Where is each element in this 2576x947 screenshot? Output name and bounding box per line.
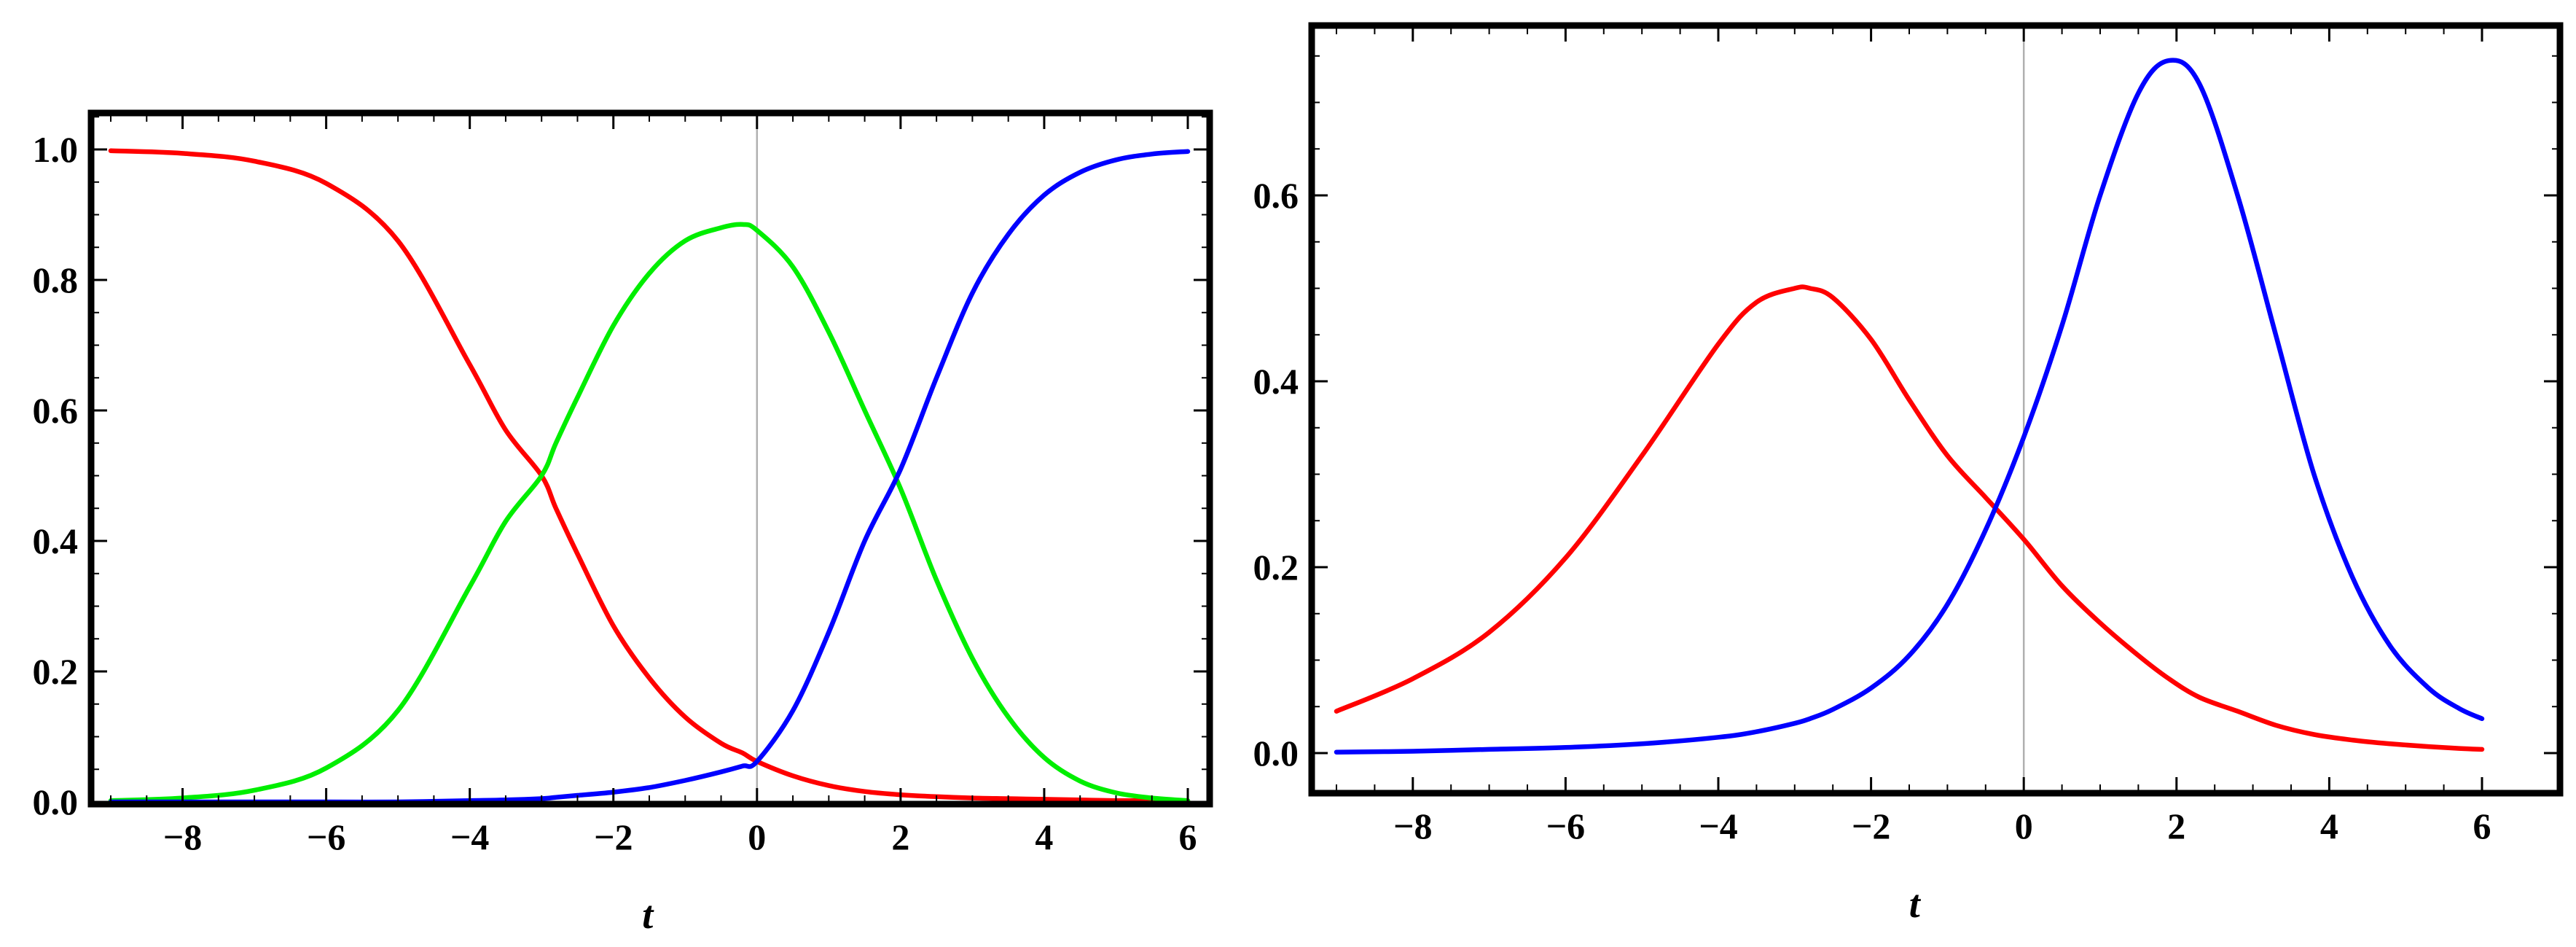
y-tick-label: 0.4 [33,521,79,561]
series-line-1 [108,148,1191,804]
x-tick-label: 4 [2320,806,2338,846]
y-tick-label: 0.2 [33,651,79,692]
x-tick-label: −8 [163,817,203,857]
x-tick-label: −6 [1546,806,1586,846]
x-tick-label: −2 [1852,806,1891,846]
y-tick-label: 1.0 [33,129,79,170]
plot-panel-2: −8 −6 −4 −2 0 2 4 6 0.0 0.2 0.4 0.6 t [1253,22,2564,926]
x-tick-label: 0 [748,817,766,857]
x-tick-label: 2 [2167,806,2185,846]
plot-panel-1: −8 −6 −4 −2 0 2 4 6 0.0 0.2 0.4 0.6 0.8 1.0 t [33,109,1213,937]
y-tick-label: 0.6 [1253,175,1299,216]
y-tick-label: 0.6 [33,390,79,431]
y-tick-label: 0.0 [1253,733,1299,773]
x-tick-label: −6 [307,817,346,857]
x-tick-label: 6 [2473,806,2491,846]
x-axis-title: t [642,893,654,937]
series-line-2 [1334,58,2485,755]
x-tick-label: −8 [1393,806,1433,846]
x-tick-label: 0 [2015,806,2033,846]
x-tick-label: 4 [1035,817,1053,857]
y-tick-label: 0.2 [1253,547,1299,588]
x-tick-label: −2 [594,817,633,857]
series-line-2 [108,222,1191,803]
x-tick-label: −4 [1699,806,1738,846]
y-tick-label: 0.4 [1253,361,1299,402]
y-tick-label: 0.8 [33,260,79,300]
y-tick-label: 0.0 [33,782,79,822]
plot-frame [87,109,1213,808]
plot-frame [1308,22,2564,797]
series-line-3 [108,149,1191,805]
x-tick-label: −4 [450,817,490,857]
series-line-1 [1334,284,2485,752]
x-axis-title: t [1909,882,1922,926]
x-tick-label: 6 [1179,817,1197,857]
x-tick-label: 2 [891,817,909,857]
